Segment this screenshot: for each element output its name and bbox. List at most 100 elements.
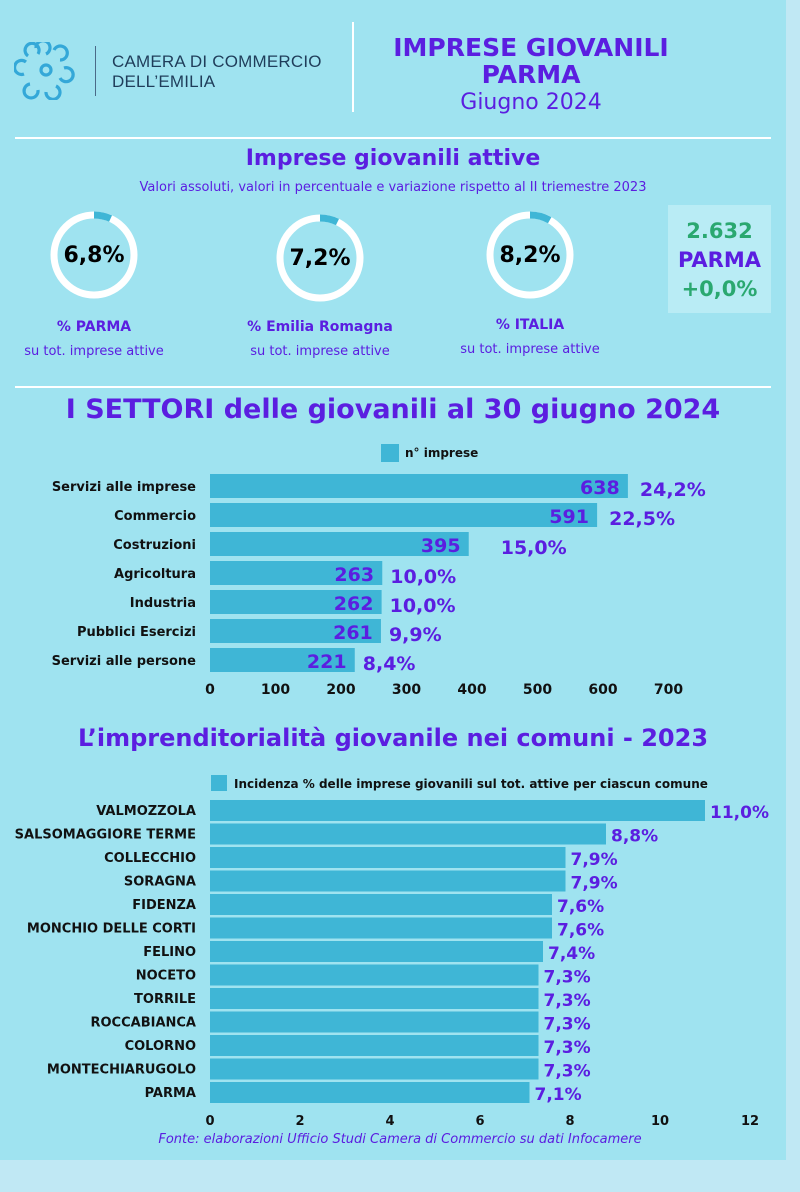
logo-separator: [95, 46, 96, 96]
parma-total-name: PARMA: [677, 248, 762, 272]
divider-2: [15, 386, 771, 388]
org-line-1: CAMERA DI COMMERCIO: [112, 52, 322, 71]
municipality-value-label: 7,3%: [544, 991, 591, 1011]
ring-progress-emilia-romagna: [276, 214, 364, 302]
divider-1: [15, 137, 771, 139]
sector-label: Agricoltura: [114, 567, 196, 582]
municipality-value-label: 11,0%: [710, 803, 769, 823]
sector-axis-tick: 300: [392, 682, 421, 698]
municipality-bar: [210, 1058, 539, 1080]
municipality-bar: [210, 1082, 530, 1103]
rings-svg: [50, 211, 574, 302]
municipality-label: COLLECCHIO: [104, 851, 196, 866]
sector-value-label: 221: [307, 651, 347, 673]
active-section-subtitle: Valori assoluti, valori in percentuale e…: [139, 180, 647, 195]
ring-progress-parma: [50, 211, 138, 299]
municipality-value-label: 7,3%: [544, 1015, 591, 1035]
municipality-axis-tick: 0: [205, 1114, 214, 1129]
parma-total-box: 2.632 PARMA +0,0%: [668, 205, 771, 313]
municipality-label: ROCCABIANCA: [91, 1016, 197, 1031]
title-line-1: IMPRESE GIOVANILI: [393, 33, 669, 62]
sectors-bar-chart: Servizi alle imprese 638 24,2% Commercio 591…: [52, 474, 706, 698]
municipalities-legend-swatch: [211, 775, 227, 791]
source-footer: Fonte: elaborazioni Ufficio Studi Camera…: [158, 1132, 642, 1147]
ring-progress-italia: [486, 211, 574, 299]
org-line-2: DELL’EMILIA: [112, 72, 216, 91]
municipality-value-label: 7,6%: [557, 921, 604, 941]
header-separator: [352, 22, 354, 112]
sectors-chart-title: I SETTORI delle giovanili al 30 giugno 2…: [65, 394, 721, 425]
municipality-label: FELINO: [143, 945, 196, 960]
municipality-bar: [210, 823, 606, 845]
municipality-axis-tick: 10: [651, 1114, 669, 1129]
municipality-label: TORRILE: [134, 992, 196, 1007]
sector-label: Pubblici Esercizi: [77, 625, 196, 640]
municipality-bar: [210, 917, 552, 939]
municipality-label: SALSOMAGGIORE TERME: [15, 828, 196, 843]
sector-axis-tick: 400: [457, 682, 486, 698]
organization-name: CAMERA DI COMMERCIO DELL’EMILIA: [112, 52, 322, 92]
municipality-bar: [210, 847, 566, 868]
sector-pct-label: 15,0%: [501, 537, 567, 559]
ring-value-parma: 6,8%: [63, 243, 125, 268]
sector-pct-label: 9,9%: [389, 624, 442, 646]
municipality-bar: [210, 1011, 539, 1033]
main-title: IMPRESE GIOVANILI PARMA: [354, 34, 708, 88]
sector-bar: [210, 561, 383, 585]
ring-label-emilia-romagna: % Emilia Romagna: [247, 319, 393, 335]
sector-label: Servizi alle persone: [52, 654, 197, 669]
sector-axis-tick: 600: [588, 682, 617, 698]
active-section-title: Imprese giovanili attive: [245, 146, 541, 171]
ring-value-italia: 8,2%: [499, 243, 561, 268]
sector-value-label: 263: [334, 564, 374, 586]
ring-value-emilia-romagna: 7,2%: [289, 246, 351, 271]
sector-pct-label: 22,5%: [609, 508, 675, 530]
sector-label: Commercio: [114, 509, 196, 524]
municipality-value-label: 7,4%: [548, 944, 595, 964]
sector-bar: [210, 474, 628, 498]
title-line-2: PARMA: [481, 60, 581, 89]
sector-value-label: 591: [549, 506, 589, 528]
municipality-value-label: 7,1%: [535, 1085, 582, 1105]
sector-bar: [210, 648, 355, 672]
municipality-label: VALMOZZOLA: [96, 804, 196, 819]
sector-pct-label: 10,0%: [390, 595, 456, 617]
infographic-card: CAMERA DI COMMERCIO DELL’EMILIA IMPRESE …: [0, 0, 786, 1160]
sector-pct-label: 8,4%: [363, 653, 416, 675]
municipality-value-label: 7,3%: [544, 968, 591, 988]
municipality-bar: [210, 964, 539, 986]
municipality-bar: [210, 941, 543, 962]
municipality-value-label: 7,3%: [544, 1038, 591, 1058]
municipality-value-label: 7,9%: [571, 874, 618, 894]
municipality-bar: [210, 870, 566, 892]
municipality-axis-tick: 6: [475, 1114, 484, 1129]
municipality-value-label: 7,3%: [544, 1062, 591, 1082]
municipalities-bar-chart: VALMOZZOLA 11,0% SALSOMAGGIORE TERME 8,8% CO…: [15, 800, 769, 1129]
sector-axis-tick: 500: [523, 682, 552, 698]
parma-total-change: +0,0%: [681, 277, 758, 301]
municipality-label: MONTECHIARUGOLO: [47, 1063, 196, 1078]
sector-axis-tick: 200: [326, 682, 355, 698]
sector-pct-label: 24,2%: [640, 479, 706, 501]
municipality-bar: [210, 894, 552, 915]
parma-total-count: 2.632: [686, 219, 753, 243]
municipality-label: FIDENZA: [132, 898, 196, 913]
ring-sublabel-italia: su tot. imprese attive: [460, 342, 600, 357]
municipality-axis-tick: 12: [741, 1114, 759, 1129]
sector-value-label: 262: [334, 593, 374, 615]
sector-label: Costruzioni: [113, 538, 196, 553]
municipalities-legend-label: Incidenza % delle imprese giovanili sul …: [234, 777, 708, 791]
ring-sublabel-emilia-romagna: su tot. imprese attive: [250, 344, 390, 359]
sectors-legend-swatch: [381, 444, 399, 462]
municipality-value-label: 7,9%: [571, 850, 618, 870]
sector-value-label: 638: [580, 477, 620, 499]
municipality-bar: [210, 1035, 539, 1056]
sectors-legend-label: n° imprese: [405, 446, 479, 460]
municipality-value-label: 7,6%: [557, 897, 604, 917]
chamber-logo-icon: [14, 42, 75, 100]
municipality-label: MONCHIO DELLE CORTI: [27, 922, 196, 937]
sector-label: Industria: [130, 596, 196, 611]
municipality-bar: [210, 800, 705, 821]
sector-value-label: 261: [333, 622, 373, 644]
sector-label: Servizi alle imprese: [52, 480, 196, 495]
